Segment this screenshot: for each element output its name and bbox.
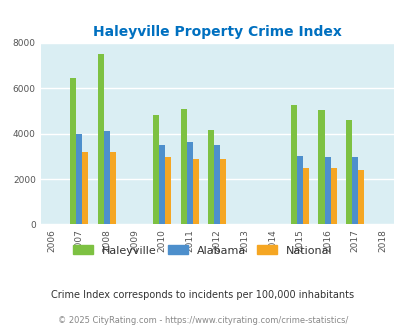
- Bar: [159, 145, 165, 224]
- Bar: [330, 168, 336, 224]
- Bar: [220, 159, 226, 224]
- Bar: [76, 134, 82, 224]
- Bar: [214, 145, 220, 224]
- Bar: [70, 78, 76, 224]
- Bar: [192, 159, 198, 224]
- Bar: [324, 157, 330, 224]
- Bar: [318, 110, 324, 224]
- Text: Crime Index corresponds to incidents per 100,000 inhabitants: Crime Index corresponds to incidents per…: [51, 290, 354, 300]
- Bar: [351, 157, 357, 224]
- Bar: [208, 130, 214, 224]
- Bar: [165, 157, 171, 224]
- Legend: Haleyville, Alabama, National: Haleyville, Alabama, National: [68, 241, 337, 260]
- Bar: [180, 109, 186, 224]
- Bar: [104, 131, 110, 224]
- Bar: [296, 156, 302, 224]
- Bar: [345, 120, 351, 224]
- Bar: [186, 142, 192, 224]
- Title: Haleyville Property Crime Index: Haleyville Property Crime Index: [93, 25, 341, 39]
- Bar: [357, 170, 363, 224]
- Bar: [302, 168, 308, 224]
- Bar: [110, 152, 116, 224]
- Bar: [98, 54, 104, 224]
- Bar: [153, 115, 159, 224]
- Bar: [290, 105, 296, 224]
- Text: © 2025 CityRating.com - https://www.cityrating.com/crime-statistics/: © 2025 CityRating.com - https://www.city…: [58, 315, 347, 325]
- Bar: [82, 152, 88, 224]
